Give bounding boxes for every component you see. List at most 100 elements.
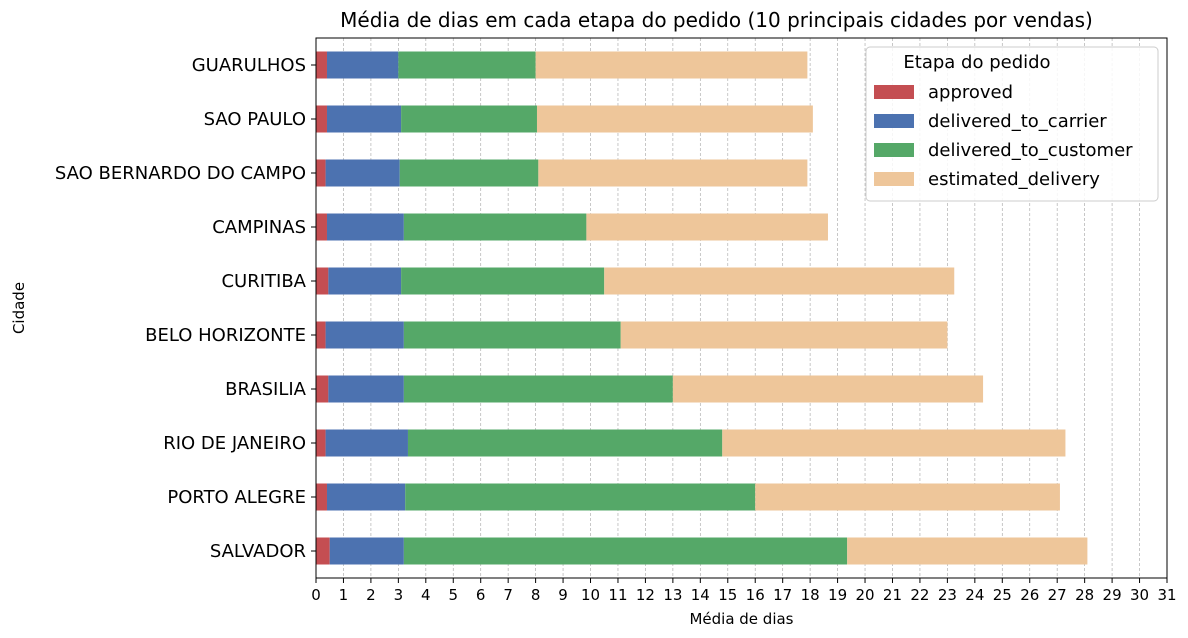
bar-segment-approved [316, 429, 326, 457]
plot-frame [315, 37, 1168, 579]
y-tick-label: CAMPINAS [212, 217, 306, 238]
bar-segment-estimated_delivery [620, 321, 948, 349]
bar-segment-approved [316, 51, 327, 79]
x-tick-label: 7 [503, 586, 513, 604]
bar-segment-delivered_to_customer [399, 159, 539, 187]
bar-segment-estimated_delivery [672, 375, 984, 403]
bar-segment-estimated_delivery [755, 483, 1060, 511]
x-axis-label: Média de dias [689, 610, 793, 628]
x-tick-label: 6 [476, 586, 486, 604]
x-tick-label: 2 [366, 586, 376, 604]
x-tick-label: 14 [691, 586, 710, 604]
x-tick-label: 21 [883, 586, 902, 604]
x-tick-label: 18 [801, 586, 820, 604]
bar-segment-delivered_to_carrier [326, 51, 399, 79]
bar-segment-approved [316, 213, 327, 241]
legend-swatch-approved [874, 85, 914, 99]
y-tick-label: SALVADOR [210, 541, 306, 562]
bar-segment-delivered_to_carrier [329, 537, 404, 565]
bar-segment-estimated_delivery [538, 159, 808, 187]
x-tick-label: 30 [1130, 586, 1149, 604]
y-tick-label: RIO DE JANEIRO [163, 433, 306, 454]
x-tick-label: 5 [448, 586, 458, 604]
y-axis-label: Cidade [10, 282, 28, 334]
x-tick-label: 28 [1075, 586, 1094, 604]
x-tick-label: 31 [1157, 586, 1176, 604]
x-tick-label: 23 [938, 586, 957, 604]
x-tick-label: 22 [910, 586, 929, 604]
y-axis: GUARULHOS SAO PAULO SAO BERNARDO DO CAMPO C… [55, 55, 316, 562]
bar-segment-approved [316, 537, 330, 565]
bar-segment-approved [316, 159, 326, 187]
bar-segment-estimated_delivery [847, 537, 1088, 565]
x-tick-label: 15 [718, 586, 737, 604]
legend-box [865, 46, 1159, 202]
bar-segment-delivered_to_customer [405, 483, 756, 511]
bar-segment-delivered_to_carrier [325, 429, 408, 457]
bar-segment-approved [316, 105, 327, 133]
legend-label-approved: approved [928, 82, 1013, 103]
bar-segment-approved [316, 483, 327, 511]
bar-segment-estimated_delivery [535, 51, 808, 79]
bar-segment-approved [316, 321, 326, 349]
x-axis: 0 1 2 3 4 5 6 7 8 9 10 11 12 13 14 15 16 17 18 19 20 21 22 23 24… [311, 578, 1177, 604]
bar-segment-delivered_to_carrier [326, 213, 404, 241]
legend-swatch-delivered_to_carrier [874, 114, 914, 128]
chart-title: Média de dias em cada etapa do pedido (1… [340, 8, 1093, 32]
x-tick-label: 4 [421, 586, 431, 604]
bar-segment-estimated_delivery [536, 105, 813, 133]
x-tick-label: 3 [394, 586, 404, 604]
x-tick-label: 8 [531, 586, 541, 604]
bar-segment-delivered_to_carrier [328, 375, 404, 403]
legend-swatch-estimated_delivery [874, 172, 914, 186]
x-tick-label: 27 [1048, 586, 1067, 604]
x-tick-label: 10 [581, 586, 600, 604]
bar-segment-delivered_to_customer [403, 213, 587, 241]
x-tick-label: 19 [828, 586, 847, 604]
x-tick-label: 24 [965, 586, 984, 604]
bar-segment-estimated_delivery [604, 267, 955, 295]
x-tick-label: 26 [1020, 586, 1039, 604]
bar-segment-estimated_delivery [586, 213, 828, 241]
bar-segment-delivered_to_customer [403, 537, 848, 565]
legend-label-estimated_delivery: estimated_delivery [928, 169, 1100, 190]
y-tick-label: PORTO ALEGRE [167, 487, 306, 508]
legend: Etapa do pedido approved delivered_to_carr… [865, 46, 1159, 202]
y-tick-label: BRASILIA [225, 379, 307, 400]
y-tick-label: BELO HORIZONTE [145, 325, 306, 346]
y-tick-label: SAO BERNARDO DO CAMPO [55, 163, 306, 184]
bar-segment-approved [316, 267, 329, 295]
bar-segment-delivered_to_customer [401, 267, 605, 295]
bar-segment-delivered_to_customer [401, 105, 537, 133]
bar-segment-delivered_to_carrier [325, 159, 400, 187]
bar-segment-delivered_to_customer [403, 321, 621, 349]
bar-segment-estimated_delivery [722, 429, 1066, 457]
x-tick-label: 13 [663, 586, 682, 604]
x-tick-label: 9 [558, 586, 568, 604]
bar-segment-delivered_to_customer [403, 375, 673, 403]
y-tick-label: GUARULHOS [192, 55, 306, 76]
x-tick-label: 12 [636, 586, 655, 604]
x-tick-label: 20 [855, 586, 874, 604]
y-tick-label: CURITIBA [221, 271, 306, 292]
y-tick-label: SAO PAULO [204, 109, 306, 130]
bar-segment-delivered_to_customer [398, 51, 536, 79]
x-tick-label: 29 [1103, 586, 1122, 604]
x-tick-label: 1 [339, 586, 349, 604]
bar-segment-approved [316, 375, 329, 403]
bar-segment-delivered_to_carrier [325, 321, 404, 349]
legend-label-delivered_to_carrier: delivered_to_carrier [928, 111, 1107, 132]
legend-label-delivered_to_customer: delivered_to_customer [928, 140, 1133, 161]
bar-segment-delivered_to_carrier [326, 105, 402, 133]
bar-segment-delivered_to_carrier [326, 483, 406, 511]
x-tick-label: 17 [773, 586, 792, 604]
legend-swatch-delivered_to_customer [874, 143, 914, 157]
legend-title: Etapa do pedido [903, 52, 1050, 73]
bar-segment-delivered_to_customer [407, 429, 723, 457]
x-tick-label: 11 [608, 586, 627, 604]
bars [316, 51, 1088, 565]
x-tick-label: 0 [311, 586, 321, 604]
x-tick-label: 16 [746, 586, 765, 604]
